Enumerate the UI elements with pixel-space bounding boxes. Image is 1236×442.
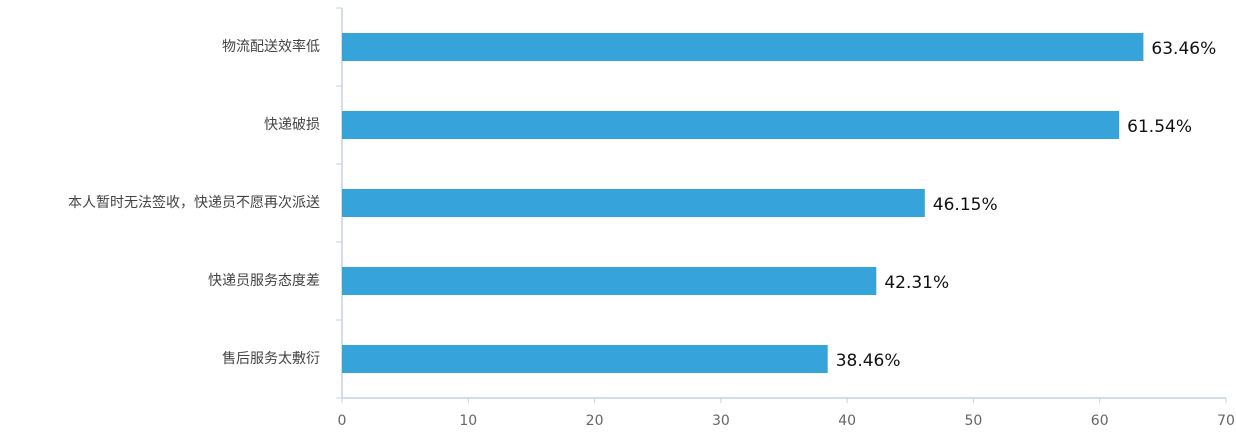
x-tick-label: 30 (712, 413, 730, 429)
y-tick-label: 售后服务太敷衍 (222, 351, 320, 367)
x-tick-label: 50 (965, 413, 983, 429)
value-label: 63.46% (1151, 39, 1216, 59)
bar (342, 345, 828, 373)
x-tick-label: 10 (459, 413, 477, 429)
y-tick-label: 物流配送效率低 (222, 38, 320, 55)
bar (342, 189, 925, 217)
bar (342, 33, 1144, 61)
value-label: 42.31% (884, 273, 949, 293)
y-tick-label: 快递员服务态度差 (208, 273, 320, 289)
x-tick-label: 40 (838, 413, 856, 429)
x-tick-label: 0 (338, 413, 347, 429)
x-tick-label: 20 (586, 413, 604, 429)
value-label: 46.15% (933, 195, 998, 215)
bar (342, 111, 1120, 139)
value-label: 38.46% (836, 351, 901, 371)
value-label: 61.54% (1127, 117, 1192, 137)
y-tick-label: 本人暂时无法签收，快递员不愿再次派送 (68, 194, 320, 211)
y-tick-label: 快递破损 (264, 117, 320, 133)
x-tick-label: 60 (1091, 413, 1109, 429)
x-tick-label: 70 (1217, 413, 1235, 429)
bar (342, 267, 877, 295)
